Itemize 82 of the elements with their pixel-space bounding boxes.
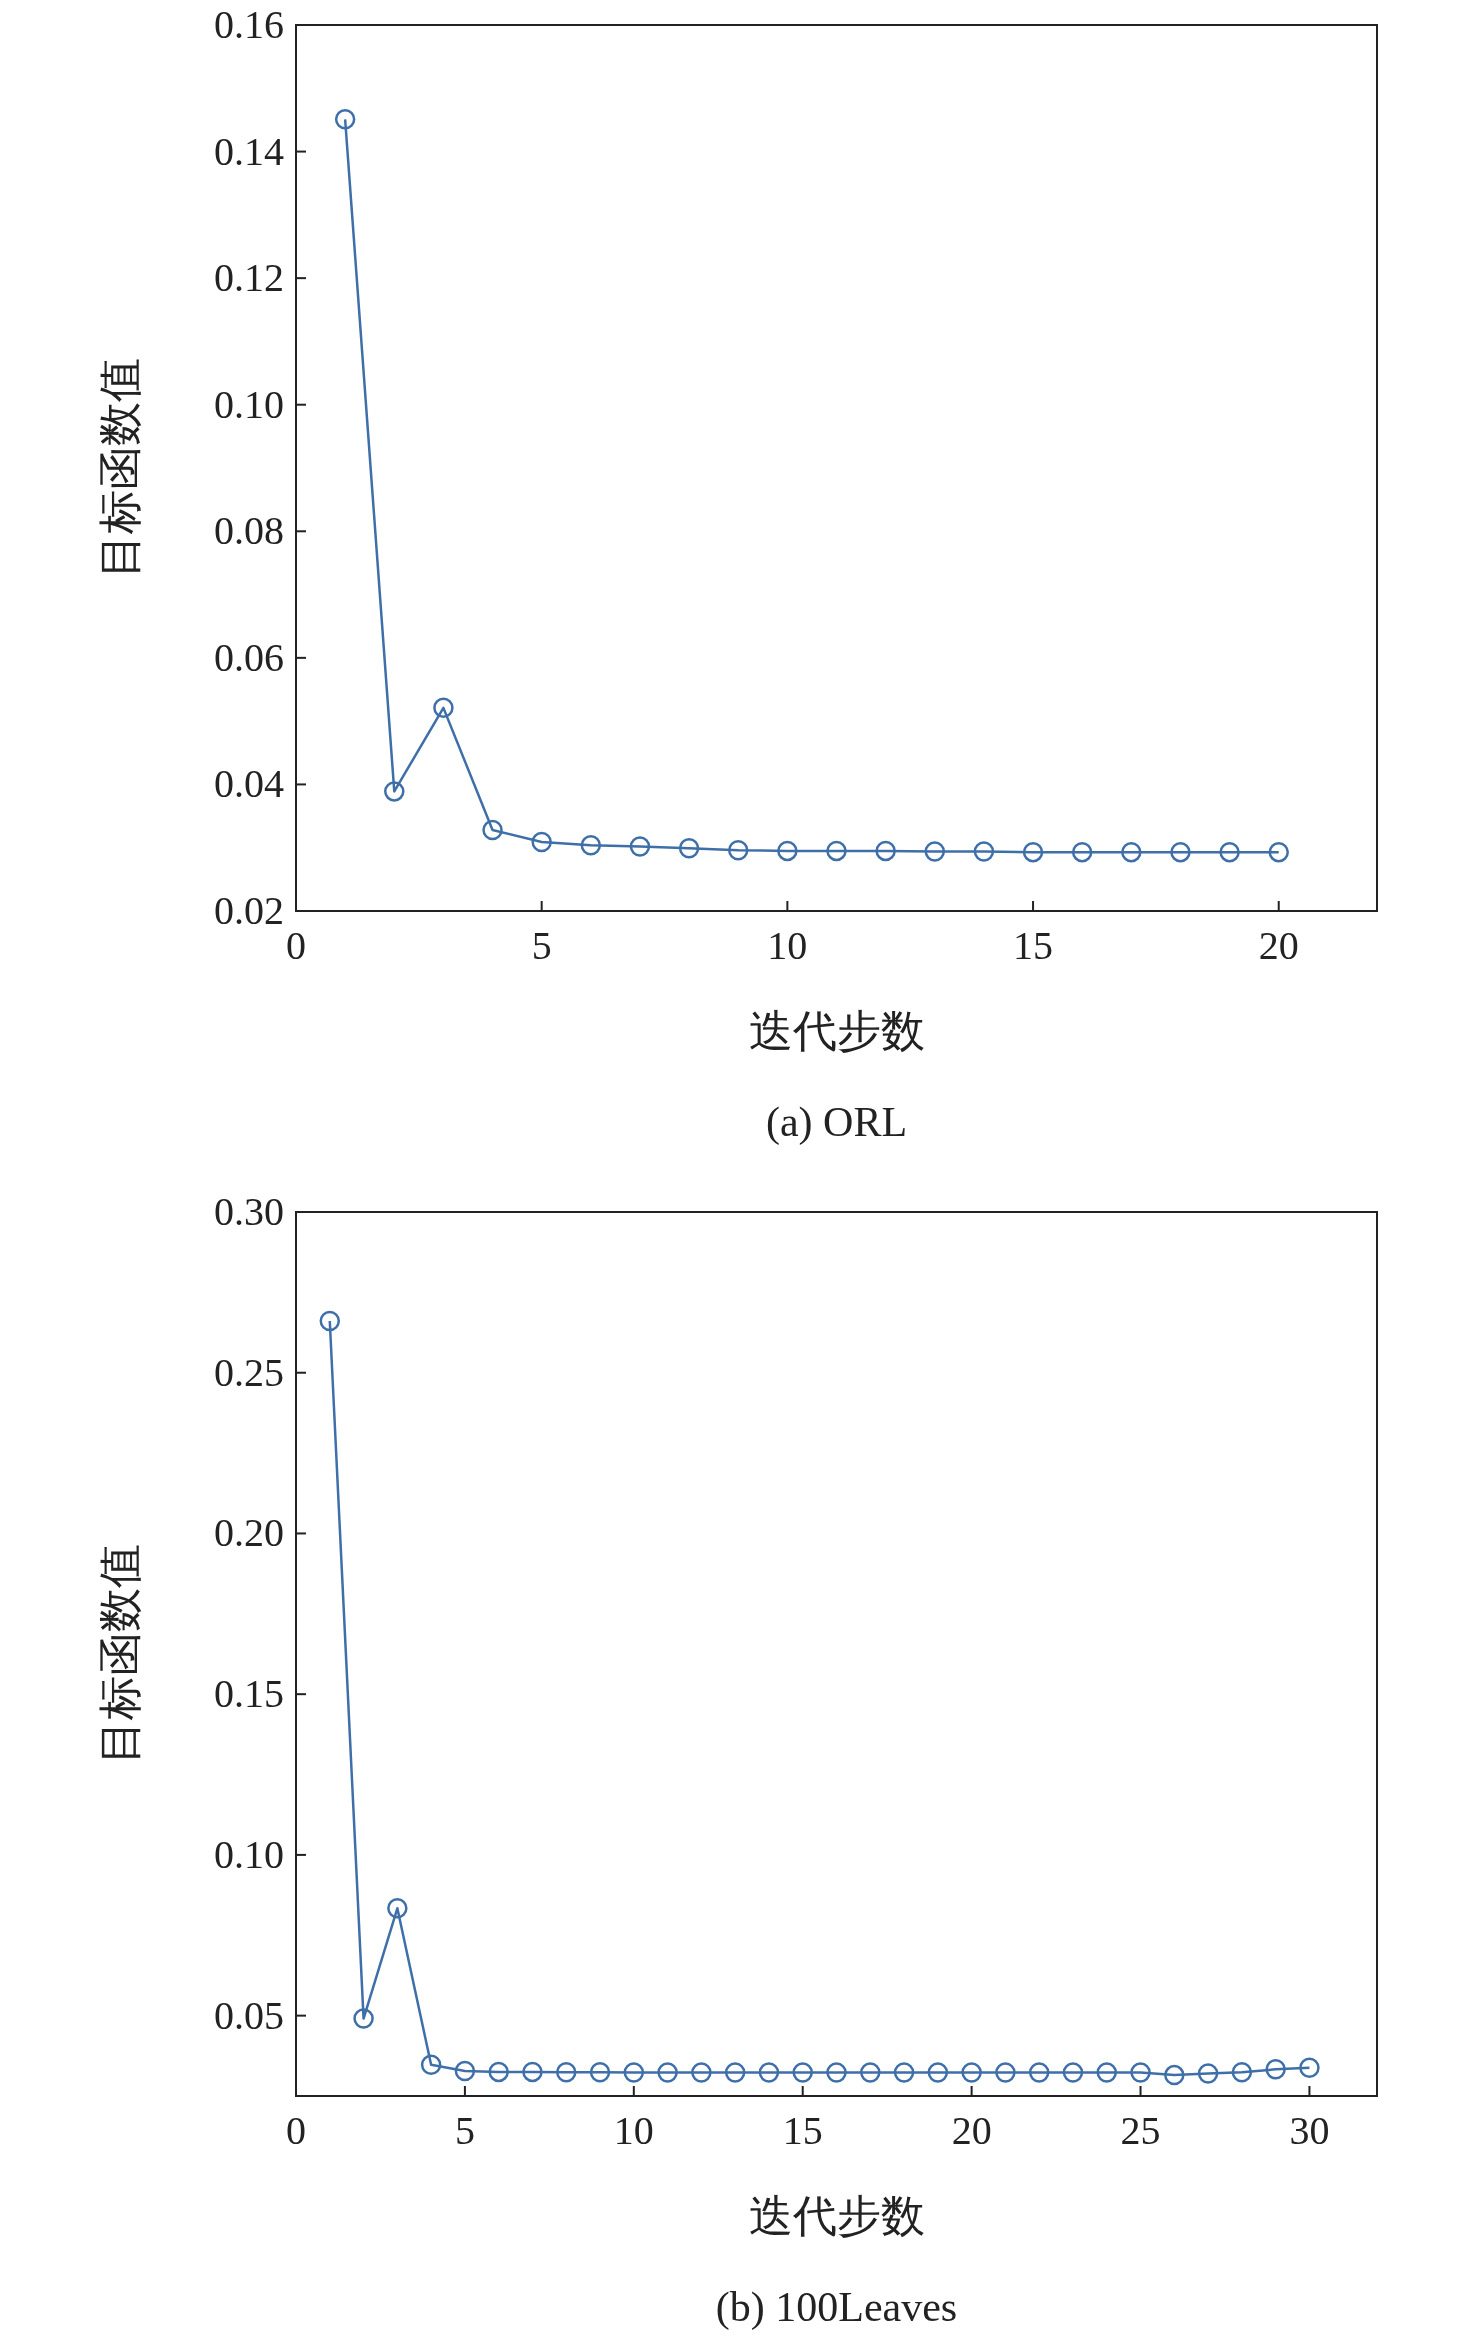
x-tick-label: 20 (951, 2108, 992, 2153)
x-tick-label: 0 (286, 2108, 306, 2153)
x-tick-label: 10 (613, 2108, 654, 2153)
x-axis-title: 迭代步数 (748, 1007, 925, 1056)
point (488, 2061, 509, 2083)
point (1028, 2062, 1050, 2083)
point (454, 2060, 476, 2082)
point (995, 2062, 1016, 2083)
point (1170, 841, 1191, 863)
x-tick-label: 5 (531, 923, 552, 968)
point (531, 831, 552, 853)
point (1130, 2062, 1151, 2083)
y-tick-label: 0.10 (214, 381, 284, 427)
y-tick-label: 0.20 (214, 1510, 284, 1556)
y-tick-label: 0.10 (214, 1831, 284, 1877)
point (927, 2062, 949, 2083)
point (556, 2061, 577, 2083)
point (875, 840, 896, 862)
point (893, 2062, 915, 2083)
x-tick-label: 5 (454, 2108, 475, 2153)
point (623, 2062, 645, 2083)
point (1231, 2061, 1253, 2083)
y-tick-label: 0.25 (214, 1349, 284, 1395)
y-tick-label: 0.30 (214, 1189, 284, 1234)
point (691, 2062, 712, 2083)
point (678, 838, 700, 859)
point (758, 2062, 780, 2083)
y-tick-label: 0.16 (214, 2, 284, 47)
y-tick-label: 0.14 (214, 128, 284, 174)
point (580, 834, 602, 856)
point (1022, 841, 1044, 863)
x-tick-label: 25 (1120, 2108, 1161, 2153)
point (657, 2062, 678, 2083)
y-tick-label: 0.04 (214, 761, 284, 807)
point (319, 1310, 341, 1332)
point (433, 697, 454, 719)
point (792, 2062, 813, 2083)
point (1062, 2062, 1084, 2083)
point (334, 109, 356, 130)
y-tick-label: 0.12 (214, 255, 284, 301)
y-tick-label: 0.08 (214, 508, 284, 554)
x-tick-label: 0 (286, 923, 306, 968)
y-axis-title: 目标函数值 (96, 1544, 145, 1764)
point (826, 2062, 847, 2083)
point (629, 836, 651, 857)
point (777, 840, 798, 862)
text: (b) 100Leaves (715, 2284, 958, 2331)
y-axis-title: 目标函数值 (96, 358, 145, 578)
point (826, 840, 847, 862)
point (420, 2054, 442, 2076)
x-tick-label: 20 (1258, 923, 1299, 968)
y-tick-label: 0.15 (214, 1671, 284, 1717)
text: (a) ORL (765, 1099, 908, 1146)
point (353, 2008, 374, 2029)
y-tick-label: 0.02 (214, 888, 284, 933)
point (1071, 841, 1093, 863)
point (522, 2061, 543, 2083)
point (1265, 2059, 1286, 2080)
y-tick-label: 0.05 (214, 1992, 284, 2038)
point (1121, 841, 1142, 863)
point (860, 2062, 881, 2083)
point (1164, 2064, 1185, 2086)
point (1268, 841, 1289, 863)
point (1197, 2063, 1219, 2084)
point (589, 2061, 611, 2083)
x-tick-label: 30 (1289, 2108, 1330, 2153)
x-tick-label: 15 (1013, 923, 1054, 968)
x-axis-title: 迭代步数 (748, 2192, 925, 2241)
point (924, 841, 946, 862)
x-tick-label: 10 (767, 923, 808, 968)
point (482, 819, 503, 841)
point (1219, 841, 1240, 863)
point (727, 840, 749, 861)
point (384, 781, 405, 802)
point (724, 2062, 746, 2083)
point (387, 1898, 408, 1919)
point (1299, 2057, 1320, 2078)
y-tick-label: 0.06 (214, 634, 284, 680)
point (1096, 2062, 1117, 2083)
x-tick-label: 15 (782, 2108, 823, 2153)
point (961, 2062, 982, 2083)
point (973, 841, 995, 862)
